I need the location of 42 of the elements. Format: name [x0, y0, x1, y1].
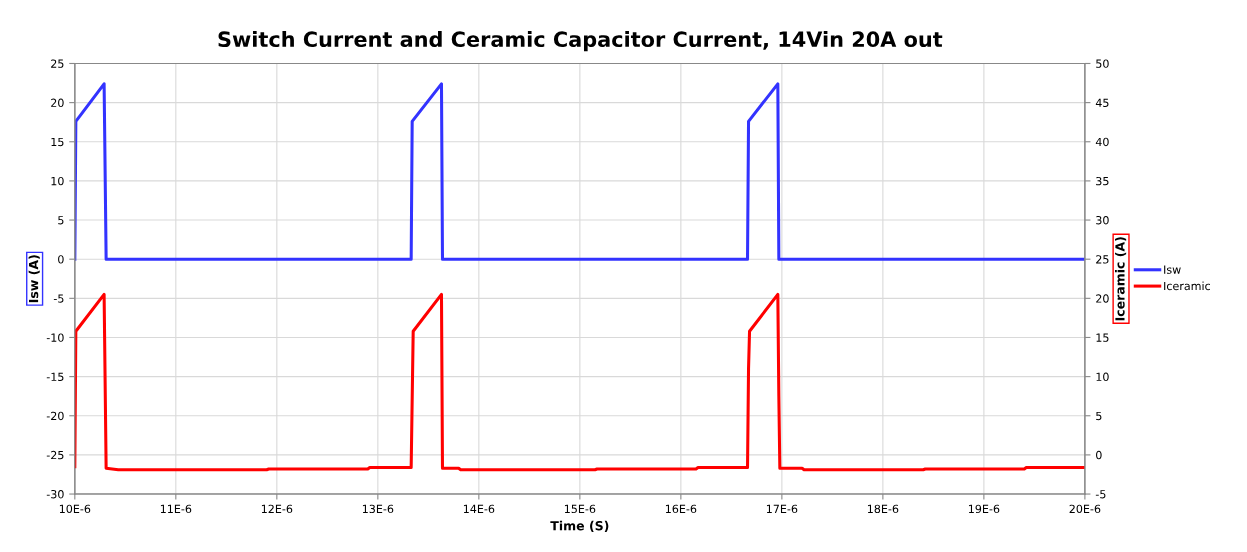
- y2-tick-label: 15: [1096, 333, 1109, 342]
- line-series: [74, 292, 1085, 472]
- legend-label: Iceramic: [1164, 281, 1210, 291]
- chart-title: Switch Current and Ceramic Capacitor Current, 14Vin 20A out: [218, 30, 943, 52]
- y-tick-label: 20: [51, 98, 64, 107]
- y-tick-label: -10: [46, 333, 64, 342]
- y2-tick-label: 50: [1096, 59, 1109, 68]
- x-tick-label: 18E-6: [867, 504, 899, 514]
- y2-tick-label: 35: [1096, 176, 1109, 186]
- x-tick-label: 14E-6: [463, 504, 495, 514]
- y-tick-label: -20: [46, 411, 64, 421]
- y2-tick-label: 40: [1095, 137, 1109, 147]
- y-tick-label: -25: [46, 450, 64, 460]
- x-tick-label: 20E-6: [1069, 504, 1101, 514]
- y-tick-label: 15: [51, 137, 64, 147]
- y2-tick-label: 5: [1096, 411, 1102, 421]
- x-tick-label: 13E-6: [362, 504, 394, 514]
- y-tick-label: 25: [51, 59, 64, 68]
- x-tick-label: 19E-6: [968, 504, 1000, 514]
- y2-tick-label: 20: [1096, 294, 1109, 303]
- y-tick-label: -15: [46, 372, 64, 381]
- y2-tick-label: 30: [1096, 216, 1109, 225]
- y2-tick-label: 0: [1096, 450, 1102, 460]
- y2-axis-title: Iceramic (A): [1115, 237, 1127, 321]
- x-tick-label: 16E-6: [665, 504, 697, 514]
- y-tick-label: 0: [58, 255, 64, 264]
- x-axis-title: Time (S): [550, 520, 609, 532]
- x-tick-label: 17E-6: [766, 504, 798, 514]
- y2-tick-label: 25: [1096, 255, 1109, 264]
- x-tick-label: 15E-6: [564, 504, 596, 514]
- y-tick-label: 5: [58, 216, 64, 225]
- x-tick-label: 11E-6: [160, 504, 192, 514]
- y2-tick-label: -5: [1095, 490, 1106, 499]
- y2-tick-label: 45: [1095, 98, 1109, 107]
- legend-label: Isw: [1164, 265, 1181, 274]
- x-tick-label: 10E-6: [59, 504, 91, 514]
- y-axis-title: Isw (A): [28, 255, 40, 303]
- y-tick-label: -5: [53, 294, 64, 303]
- y-tick-label: 10: [51, 176, 64, 186]
- y-tick-label: -30: [46, 490, 64, 499]
- y2-tick-label: 10: [1096, 372, 1109, 381]
- x-tick-label: 12E-6: [261, 504, 293, 514]
